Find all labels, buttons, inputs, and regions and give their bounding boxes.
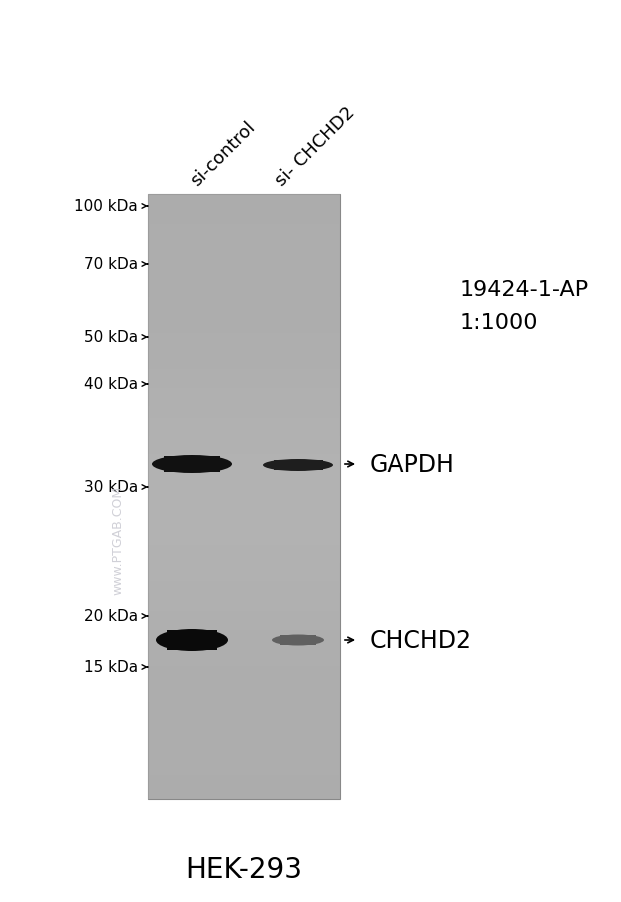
Bar [273, 460, 322, 471]
Bar [164, 456, 220, 473]
Text: si-control: si-control [188, 118, 259, 189]
Text: 40 kDa: 40 kDa [84, 377, 138, 392]
Text: 30 kDa: 30 kDa [84, 480, 138, 495]
Text: 15 kDa: 15 kDa [84, 659, 138, 675]
Bar [167, 630, 217, 650]
Bar [280, 635, 316, 645]
Ellipse shape [152, 456, 232, 474]
Text: 19424-1-AP
1:1000: 19424-1-AP 1:1000 [460, 280, 589, 333]
Text: CHCHD2: CHCHD2 [370, 629, 472, 652]
Ellipse shape [263, 459, 333, 472]
Text: 50 kDa: 50 kDa [84, 330, 138, 345]
Text: 20 kDa: 20 kDa [84, 609, 138, 624]
Text: GAPDH: GAPDH [370, 453, 455, 476]
Text: 70 kDa: 70 kDa [84, 257, 138, 272]
Bar [148, 195, 340, 799]
Text: HEK-293: HEK-293 [186, 855, 302, 883]
Text: www.PTGAB.COM: www.PTGAB.COM [112, 485, 124, 594]
Text: 100 kDa: 100 kDa [75, 199, 138, 215]
Ellipse shape [272, 635, 324, 646]
Text: si- CHCHD2: si- CHCHD2 [272, 104, 358, 189]
Ellipse shape [156, 630, 228, 651]
